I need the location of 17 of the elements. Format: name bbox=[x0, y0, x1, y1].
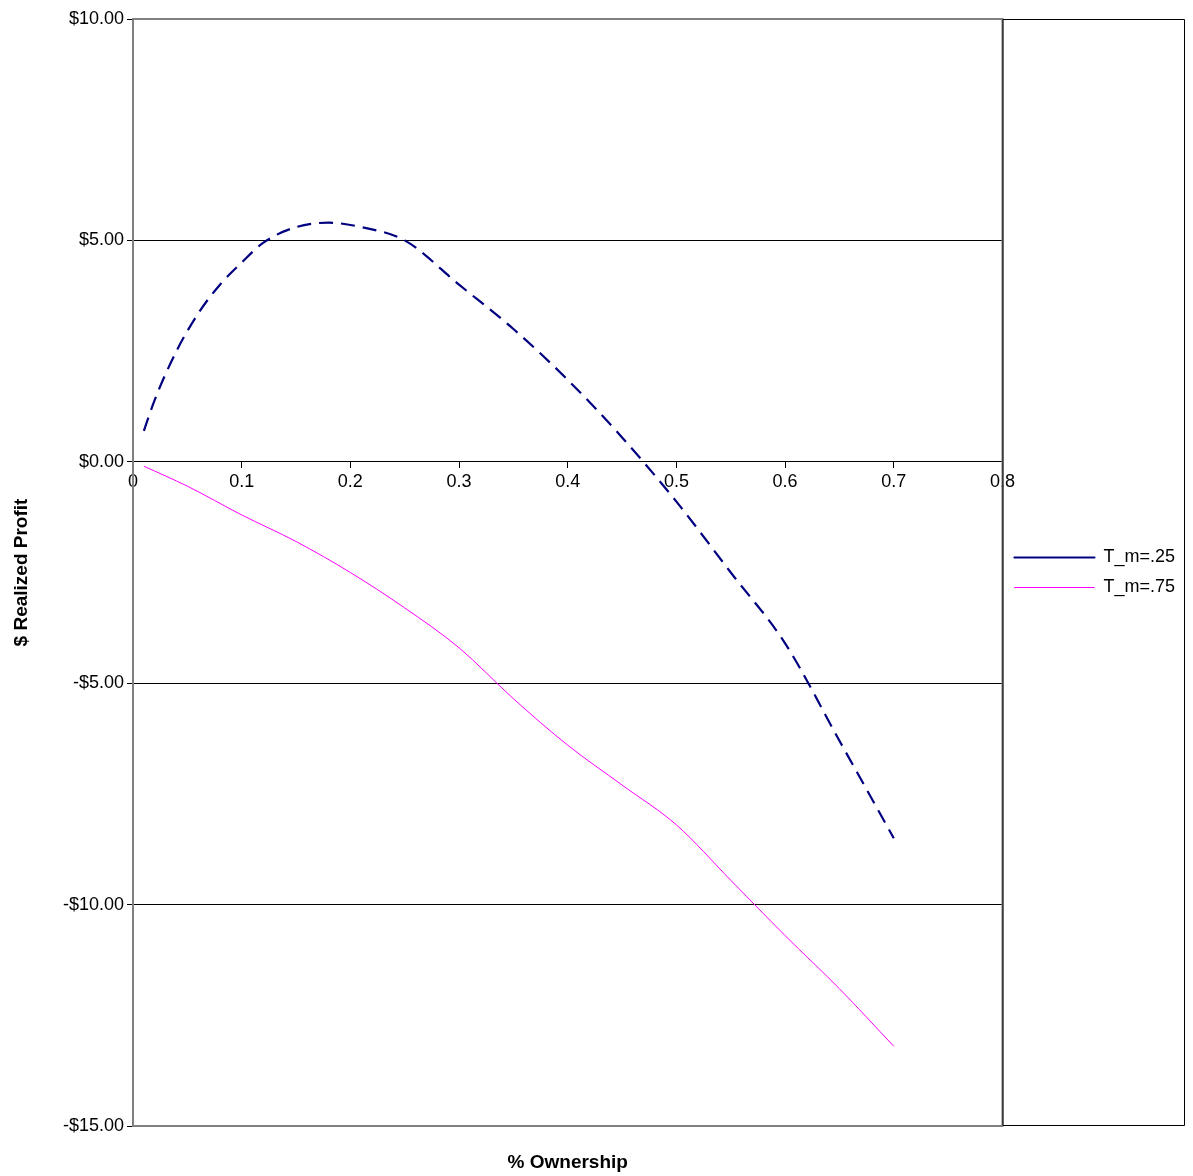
y-tick-label: -$15.00 bbox=[62, 1114, 124, 1135]
y-tick-label: -$10.00 bbox=[62, 893, 124, 914]
y-tick-label: $0.00 bbox=[78, 450, 124, 471]
y-axis-title: $ Realized Profit bbox=[10, 497, 32, 647]
x-tick-label: 0.5 bbox=[663, 470, 689, 491]
x-tick-label: 0.7 bbox=[881, 470, 907, 491]
x-tick-label: 0.6 bbox=[772, 470, 798, 491]
legend-label: T_m=.75 bbox=[1103, 576, 1176, 598]
y-tick-label: $10.00 bbox=[68, 7, 124, 28]
y-tick-label: -$5.00 bbox=[72, 672, 124, 693]
x-tick-label: 0.4 bbox=[555, 470, 581, 491]
x-tick-label: 0.3 bbox=[446, 470, 472, 491]
x-tick-label: 0.1 bbox=[229, 470, 255, 491]
x-axis-title: % Ownership bbox=[507, 1151, 628, 1173]
x-tick-label: 0.2 bbox=[337, 470, 363, 491]
y-tick-label: $5.00 bbox=[78, 229, 124, 250]
legend-label: T_m=.25 bbox=[1103, 546, 1176, 568]
